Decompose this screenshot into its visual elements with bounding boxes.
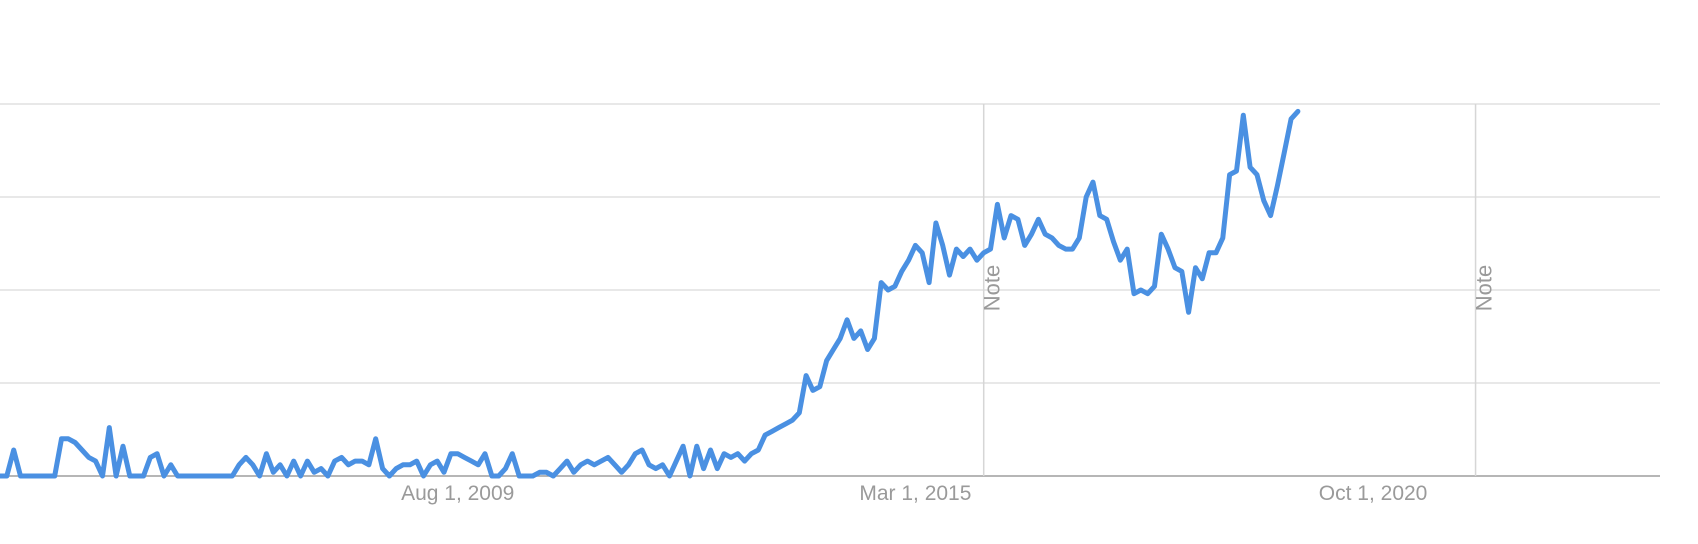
note-label-2: Note	[1472, 265, 1497, 311]
gridlines	[0, 103, 1660, 477]
x-tick-label-3: Oct 1, 2020	[1319, 482, 1428, 505]
x-tick-label-1: Aug 1, 2009	[401, 482, 514, 505]
series-layer	[0, 108, 1301, 479]
note-label-1: Note	[980, 265, 1005, 311]
note-markers: Note Note	[980, 104, 1497, 476]
series-line-1	[0, 108, 1301, 479]
x-tick-label-2: Mar 1, 2015	[859, 482, 971, 505]
x-axis: Aug 1, 2009 Mar 1, 2015 Oct 1, 2020	[401, 482, 1427, 505]
